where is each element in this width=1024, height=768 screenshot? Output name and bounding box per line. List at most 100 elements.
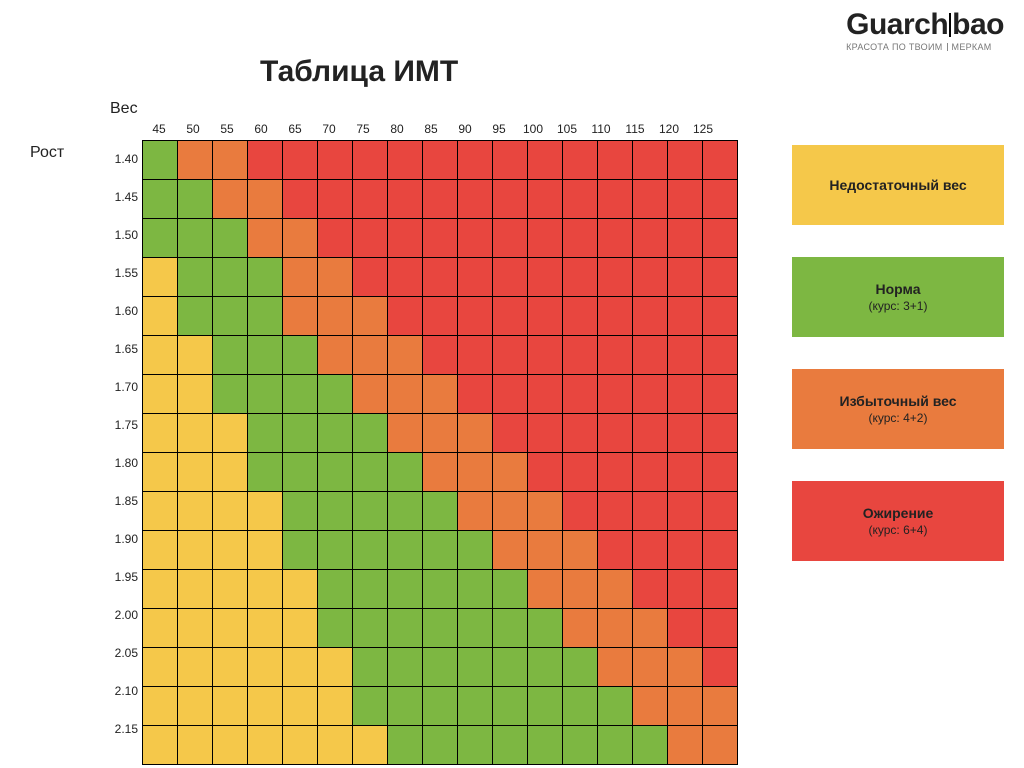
column-header: 95 [482,122,516,136]
heatmap-cell [283,414,318,453]
heatmap-cell [213,570,248,609]
heatmap-cell [668,726,703,765]
heatmap-cell [178,570,213,609]
heatmap-cell [388,609,423,648]
heatmap-cell [703,492,738,531]
heatmap-row [143,531,738,570]
heatmap-cell [318,336,353,375]
heatmap-cell [633,141,668,180]
heatmap-cell [178,219,213,258]
heatmap-cell [283,687,318,726]
brand-name-left: Guarch [846,8,948,41]
row-label: 1.50 [104,216,138,254]
heatmap-cell [458,414,493,453]
heatmap-cell [143,570,178,609]
heatmap-cell [248,648,283,687]
heatmap-cell [248,453,283,492]
bmi-heatmap [142,140,738,765]
heatmap-cell [423,687,458,726]
heatmap-cell [248,570,283,609]
heatmap-cell [178,414,213,453]
heatmap-cell [598,609,633,648]
heatmap-cell [458,609,493,648]
heatmap-cell [458,648,493,687]
heatmap-cell [563,375,598,414]
row-label: 2.05 [104,634,138,672]
heatmap-cell [423,453,458,492]
heatmap-cell [213,453,248,492]
heatmap-row [143,219,738,258]
heatmap-row [143,609,738,648]
heatmap-row [143,258,738,297]
heatmap-cell [528,297,563,336]
heatmap-cell [213,141,248,180]
heatmap-cell [388,726,423,765]
column-header: 50 [176,122,210,136]
heatmap-cell [423,297,458,336]
heatmap-cell [458,336,493,375]
legend-title: Недостаточный вес [829,177,966,193]
heatmap-cell [248,492,283,531]
heatmap-cell [213,258,248,297]
heatmap-cell [388,141,423,180]
heatmap-cell [318,453,353,492]
row-label: 1.55 [104,254,138,292]
heatmap-cell [318,609,353,648]
column-header: 100 [516,122,550,136]
heatmap-row [143,492,738,531]
heatmap-cell [563,141,598,180]
heatmap-cell [668,219,703,258]
heatmap-cell [143,726,178,765]
heatmap-cell [458,726,493,765]
heatmap-cell [458,258,493,297]
heatmap-cell [458,570,493,609]
heatmap-cell [318,414,353,453]
row-label: 1.90 [104,520,138,558]
heatmap-cell [353,453,388,492]
heatmap-cell [178,648,213,687]
heatmap-cell [283,492,318,531]
heatmap-cell [493,687,528,726]
heatmap-cell [458,219,493,258]
brand-tagline-sep-icon [947,43,948,51]
heatmap-cell [598,336,633,375]
heatmap-cell [213,219,248,258]
heatmap-cell [668,609,703,648]
heatmap-cell [353,687,388,726]
heatmap-cell [598,141,633,180]
column-header: 65 [278,122,312,136]
heatmap-cell [143,219,178,258]
heatmap-cell [178,531,213,570]
row-label: 1.75 [104,406,138,444]
column-header: 120 [652,122,686,136]
row-label: 1.95 [104,558,138,596]
heatmap-cell [353,258,388,297]
heatmap-cell [353,219,388,258]
heatmap-cell [528,219,563,258]
heatmap-cell [388,258,423,297]
heatmap-cell [353,414,388,453]
heatmap-cell [423,258,458,297]
heatmap-cell [528,180,563,219]
heatmap-cell [633,648,668,687]
heatmap-cell [143,531,178,570]
heatmap-cell [423,609,458,648]
heatmap-row [143,336,738,375]
heatmap-cell [213,648,248,687]
heatmap-cell [318,570,353,609]
legend-item-normal: Норма(курс: 3+1) [792,257,1004,337]
heatmap-cell [493,375,528,414]
heatmap-cell [598,297,633,336]
heatmap-cell [458,492,493,531]
legend-item-obese: Ожирение(курс: 6+4) [792,481,1004,561]
heatmap-cell [178,297,213,336]
heatmap-row [143,453,738,492]
heatmap-cell [248,375,283,414]
heatmap-cell [493,414,528,453]
heatmap-cell [143,687,178,726]
heatmap-cell [388,180,423,219]
heatmap-cell [388,453,423,492]
column-header: 110 [584,122,618,136]
heatmap-cell [493,648,528,687]
heatmap-cell [388,648,423,687]
